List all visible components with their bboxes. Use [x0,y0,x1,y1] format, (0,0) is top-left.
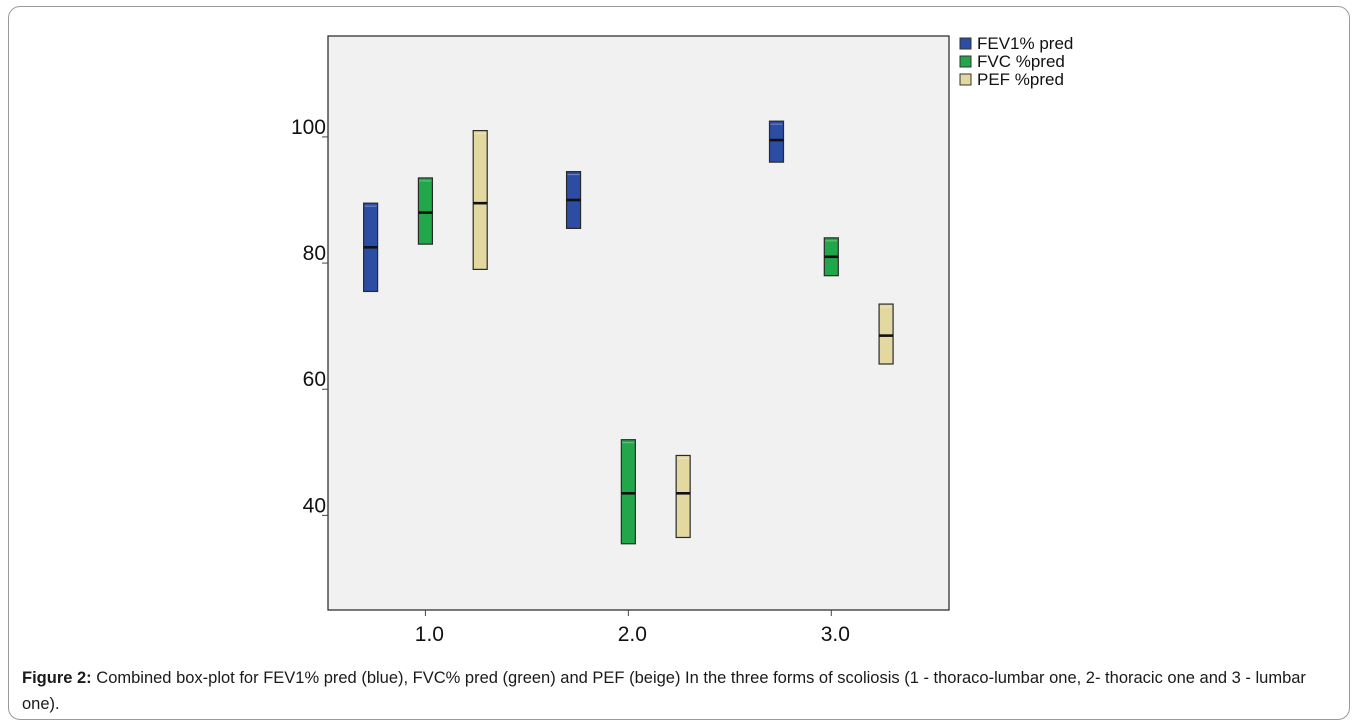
x-tick-label: 2.0 [618,623,647,646]
box-body [472,130,488,270]
legend-label: FVC %pred [977,52,1065,71]
x-axis: 1.0 2.0 3.0 [415,610,850,646]
plot-area [327,35,950,611]
box-body [417,177,434,245]
caption-text: Combined box-plot for FEV1% pred (blue),… [22,669,1306,713]
box-pef-pred-2 [675,454,691,539]
box-body [768,120,785,163]
box-fev1-pred-3 [768,120,785,163]
box-fvc-pred-1 [417,177,434,245]
box-fvc-pred-3 [823,237,839,277]
legend-swatch [959,73,972,86]
y-tick-label: 60 [303,368,326,391]
legend-swatch [959,37,972,50]
y-tick-label: 100 [291,116,326,139]
box-body [620,439,636,545]
box-fvc-pred-2 [620,439,636,545]
y-axis: 40 60 80 100 [291,116,328,517]
box-fev1-pred-1 [363,202,379,293]
figure-caption: Figure 2: Combined box-plot for FEV1% pr… [22,665,1338,717]
x-tick-label: 3.0 [821,623,850,646]
legend-label: PEF %pred [977,70,1064,89]
box-fev1-pred-2 [565,171,582,229]
boxes [363,120,894,545]
y-tick-label: 40 [303,494,326,517]
box-body [878,303,894,365]
legend-swatch [959,55,972,68]
y-tick-label: 80 [303,242,326,265]
box-pef-pred-1 [472,130,488,270]
x-tick-label: 1.0 [415,623,444,646]
box-body [675,454,691,539]
box-pef-pred-3 [878,303,894,365]
caption-label: Figure 2: [22,669,92,687]
legend-label: FEV1% pred [977,34,1073,53]
